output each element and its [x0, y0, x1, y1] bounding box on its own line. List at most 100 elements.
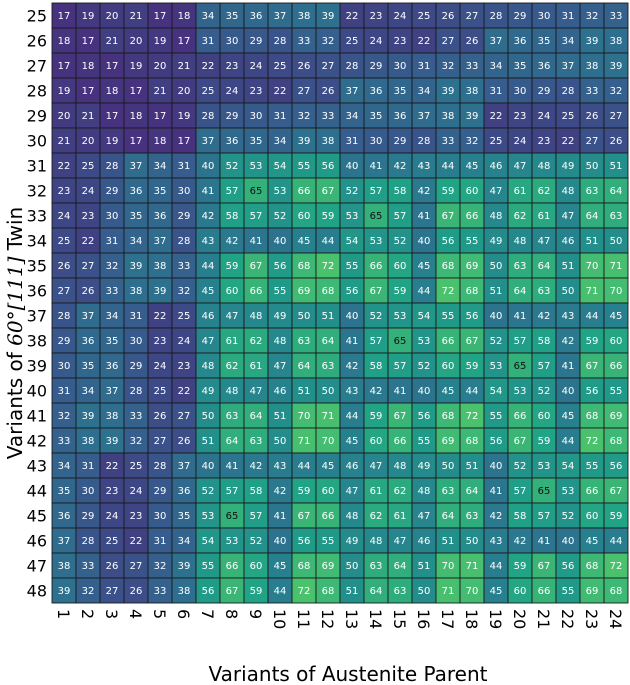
x-tick-label: 16 — [414, 609, 433, 629]
heatmap-cell-label: 33 — [442, 136, 455, 147]
heatmap-cell — [531, 177, 557, 204]
heatmap-cell — [483, 227, 509, 254]
heatmap-cell — [75, 452, 101, 479]
heatmap-cell-label: 47 — [370, 461, 383, 472]
heatmap-cell — [603, 352, 629, 379]
heatmap-cell-label: 65 — [514, 361, 527, 372]
heatmap-cell-label: 28 — [130, 386, 143, 397]
heatmap-cell-label: 53 — [538, 461, 551, 472]
heatmap-cell-label: 27 — [586, 136, 599, 147]
heatmap-cell-label: 31 — [154, 536, 167, 547]
heatmap-cell-label: 25 — [202, 86, 215, 97]
heatmap-cell — [315, 577, 341, 604]
heatmap-cell-label: 28 — [490, 11, 503, 22]
heatmap-cell-label: 65 — [250, 186, 263, 197]
heatmap-cell-label: 59 — [250, 586, 263, 597]
heatmap-cell — [603, 377, 629, 404]
y-tick-label: 30 — [27, 132, 47, 151]
heatmap-cell — [147, 52, 173, 79]
heatmap-cell-label: 33 — [586, 86, 599, 97]
heatmap-cell-label: 21 — [154, 86, 167, 97]
heatmap-cell-label: 23 — [58, 186, 71, 197]
heatmap-cell-label: 46 — [274, 386, 287, 397]
y-tick-label: 29 — [27, 107, 47, 126]
heatmap-cell-label: 28 — [202, 111, 215, 122]
heatmap-cell-label: 26 — [154, 411, 167, 422]
heatmap-cell-label: 37 — [154, 236, 167, 247]
heatmap-cell — [99, 302, 125, 329]
heatmap-cell-label: 26 — [130, 586, 143, 597]
heatmap-cell-label: 34 — [490, 61, 503, 72]
heatmap-cell-label: 20 — [82, 136, 95, 147]
heatmap-cell — [483, 427, 509, 454]
heatmap-cell-label: 43 — [346, 386, 359, 397]
heatmap-cell-label: 22 — [178, 386, 191, 397]
heatmap-cell-label: 26 — [442, 11, 455, 22]
heatmap-cell — [555, 202, 581, 229]
heatmap-cell — [435, 2, 461, 29]
heatmap-cell-label: 67 — [514, 436, 527, 447]
heatmap-cell — [219, 452, 245, 479]
heatmap-cell — [315, 502, 341, 529]
heatmap-cell-label: 34 — [562, 36, 575, 47]
heatmap-cell — [171, 252, 197, 279]
heatmap-cell-label: 68 — [298, 261, 311, 272]
heatmap-cell — [603, 52, 629, 79]
heatmap-cell — [123, 352, 149, 379]
heatmap-cell-label: 56 — [298, 536, 311, 547]
y-tick-label: 25 — [27, 7, 47, 26]
heatmap-cell-label: 41 — [250, 236, 263, 247]
heatmap-cell-label: 44 — [298, 461, 311, 472]
heatmap-cell-label: 60 — [226, 286, 239, 297]
heatmap-cell-label: 49 — [490, 236, 503, 247]
heatmap-cell-label: 35 — [130, 211, 143, 222]
heatmap-cell — [147, 177, 173, 204]
heatmap-cell-label: 24 — [514, 136, 527, 147]
heatmap-cell — [579, 77, 605, 104]
heatmap-cell-label: 32 — [58, 411, 71, 422]
heatmap-cell-label: 55 — [322, 536, 335, 547]
y-axis-title-prefix: Variants of — [3, 346, 27, 459]
heatmap-cell-label: 21 — [106, 36, 119, 47]
heatmap-cell-label: 62 — [394, 486, 407, 497]
heatmap-cell-label: 34 — [82, 386, 95, 397]
heatmap-cell-label: 55 — [298, 161, 311, 172]
heatmap-cell-label: 42 — [274, 486, 287, 497]
heatmap-cell-label: 39 — [610, 61, 623, 72]
heatmap-cell-label: 44 — [562, 436, 575, 447]
heatmap-cell-label: 52 — [226, 161, 239, 172]
heatmap-cell — [171, 102, 197, 129]
heatmap-cell-label: 44 — [442, 161, 455, 172]
heatmap-cell — [555, 377, 581, 404]
heatmap-cell-label: 62 — [370, 511, 383, 522]
heatmap-cell — [483, 577, 509, 604]
heatmap-cell-label: 30 — [178, 186, 191, 197]
x-tick-label: 24 — [606, 609, 625, 629]
heatmap-cell — [531, 377, 557, 404]
y-tick-label: 34 — [27, 232, 47, 251]
y-axis-title-suffix: Twin — [3, 207, 27, 257]
heatmap-cell-label: 21 — [178, 61, 191, 72]
heatmap-cell-label: 30 — [106, 211, 119, 222]
heatmap-cell-label: 59 — [370, 411, 383, 422]
heatmap-cell — [171, 502, 197, 529]
x-tick-label: 2 — [78, 609, 97, 619]
heatmap-cell-label: 54 — [418, 311, 431, 322]
heatmap-cell-label: 52 — [346, 186, 359, 197]
y-tick-label: 32 — [27, 182, 47, 201]
heatmap-cell-label: 33 — [610, 11, 623, 22]
heatmap-cell-label: 37 — [274, 11, 287, 22]
heatmap-cell — [387, 302, 413, 329]
heatmap-cell — [339, 477, 365, 504]
heatmap-cell — [507, 577, 533, 604]
heatmap-cell — [531, 552, 557, 579]
heatmap-cell-label: 51 — [586, 236, 599, 247]
heatmap-cell-label: 23 — [178, 361, 191, 372]
heatmap-cell — [147, 502, 173, 529]
heatmap-cell — [195, 52, 221, 79]
heatmap-cell-label: 19 — [178, 111, 191, 122]
heatmap-cell-label: 44 — [466, 386, 479, 397]
heatmap-cell-label: 69 — [442, 436, 455, 447]
heatmap-cell — [51, 452, 77, 479]
